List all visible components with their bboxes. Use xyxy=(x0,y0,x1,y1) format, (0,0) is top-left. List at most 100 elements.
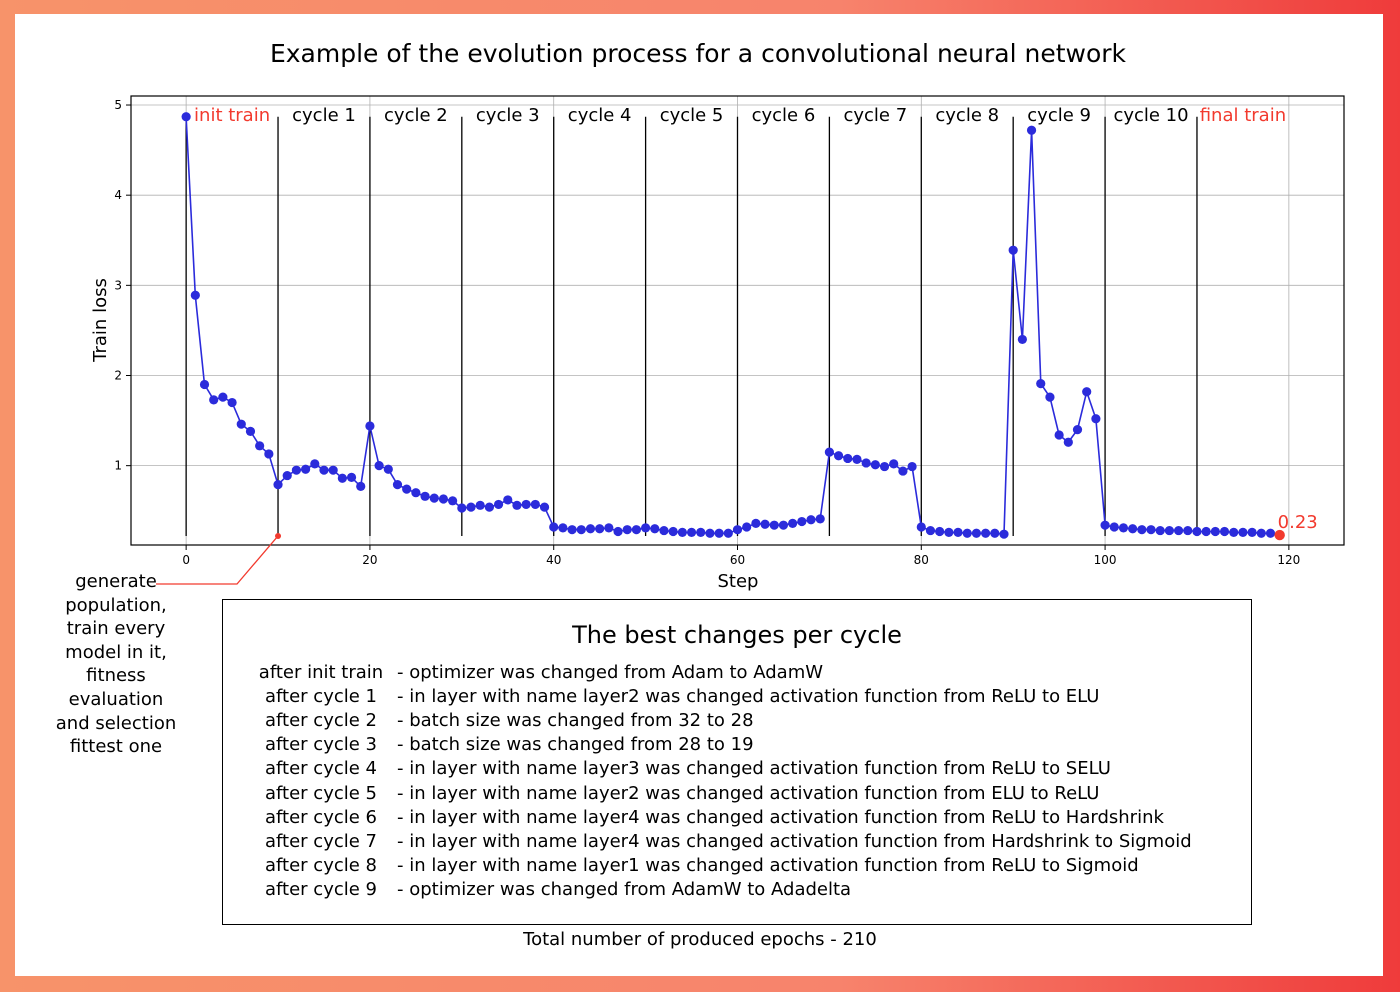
loss-point xyxy=(925,525,936,536)
change-row: after cycle 5 - in layer with name layer2… xyxy=(223,783,1251,807)
loss-point xyxy=(742,522,752,532)
loss-point xyxy=(824,447,834,457)
loss-point xyxy=(944,527,954,537)
annotation-line: and selection xyxy=(55,712,177,734)
loss-point xyxy=(870,460,880,470)
loss-point xyxy=(576,525,586,535)
loss-point xyxy=(1256,528,1266,538)
loss-point xyxy=(1247,527,1257,537)
loss-point xyxy=(236,419,246,429)
loss-point xyxy=(843,453,853,464)
loss-point xyxy=(1128,524,1138,534)
change-when: after cycle 7 xyxy=(265,830,377,852)
loss-point xyxy=(567,525,577,535)
loss-point xyxy=(641,523,651,533)
annotation-connector xyxy=(156,532,282,585)
loss-point xyxy=(788,518,798,528)
loss-point xyxy=(282,470,292,481)
change-when: after cycle 3 xyxy=(265,734,377,756)
x-tick-label: 60 xyxy=(730,553,745,567)
loss-point xyxy=(291,465,302,475)
loss-point xyxy=(1008,245,1018,255)
loss-point xyxy=(558,523,568,533)
loss-point xyxy=(595,524,605,534)
loss-point xyxy=(319,465,329,475)
y-axis-label: Train loss xyxy=(90,278,111,363)
change-row: after cycle 7 - in layer with name layer4… xyxy=(223,831,1251,855)
loss-point xyxy=(199,379,210,390)
loss-point xyxy=(346,472,357,482)
loss-point xyxy=(438,494,449,504)
loss-point xyxy=(833,451,844,461)
loss-point xyxy=(806,515,816,525)
loss-point xyxy=(879,461,890,472)
loss-point xyxy=(861,458,871,468)
loss-point xyxy=(723,528,733,538)
loss-point xyxy=(466,502,476,512)
loss-point xyxy=(209,395,219,405)
change-when: after init train xyxy=(258,662,384,683)
loss-point xyxy=(383,464,393,474)
loss-point xyxy=(521,499,531,510)
loss-point xyxy=(999,529,1009,539)
annotation-line: population, xyxy=(65,594,167,616)
loss-point xyxy=(1183,525,1193,536)
loss-point xyxy=(356,481,366,491)
loss-point xyxy=(1137,525,1147,535)
loss-point xyxy=(668,526,678,537)
y-tick-label: 5 xyxy=(114,98,122,112)
loss-line xyxy=(185,116,1280,536)
change-description: - in layer with name layer3 was changed … xyxy=(397,758,1111,780)
loss-point xyxy=(990,528,1000,538)
loss-point xyxy=(273,479,283,490)
loss-point xyxy=(1118,523,1129,533)
loss-point xyxy=(1201,526,1211,537)
cycle-label: cycle 6 xyxy=(752,105,816,126)
loss-point xyxy=(503,495,513,505)
change-when: after cycle 4 xyxy=(265,758,377,780)
change-row: after cycle 2 - batch size was changed fr… xyxy=(223,710,1251,734)
x-tick-label: 40 xyxy=(546,553,561,567)
loss-point xyxy=(1063,437,1073,447)
axis-ticks: 1 2 3 4 5 0 20 40 60 80 100 120 xyxy=(114,98,1300,567)
change-row: after cycle 4 - in layer with name layer3… xyxy=(223,758,1251,782)
x-tick-label: 0 xyxy=(182,553,190,567)
loss-point xyxy=(815,514,825,524)
loss-point xyxy=(475,500,485,510)
loss-point xyxy=(696,527,706,537)
cycle-label: cycle 7 xyxy=(843,105,907,126)
loss-point xyxy=(300,464,311,474)
cycle-labels: init train cycle 1 cycle 2 cycle 3 cycle 4 cy… xyxy=(194,105,1286,126)
loss-point xyxy=(705,528,715,538)
loss-point xyxy=(429,493,439,503)
loss-point xyxy=(457,503,467,513)
change-when: after cycle 8 xyxy=(265,854,377,876)
loss-point xyxy=(613,526,623,537)
annotation-line: model in it, xyxy=(65,641,167,663)
change-description: - optimizer was changed from Adam to Ada… xyxy=(397,662,824,683)
x-tick-label: 80 xyxy=(914,553,929,567)
annotation-line: evaluation xyxy=(68,688,164,710)
change-when: after cycle 2 xyxy=(265,710,377,732)
total-epochs-footer: Total number of produced epochs - 210 xyxy=(523,929,877,950)
loss-point xyxy=(971,528,982,538)
loss-point xyxy=(953,527,963,537)
loss-point xyxy=(852,454,862,464)
cycle-label: cycle 2 xyxy=(384,105,448,126)
annotation-line: generate xyxy=(75,571,157,592)
y-tick-label: 1 xyxy=(114,459,122,473)
loss-point xyxy=(181,112,191,122)
change-description: - in layer with name layer2 was changed … xyxy=(397,686,1100,708)
cycle-label: cycle 9 xyxy=(1027,105,1091,126)
loss-point xyxy=(686,527,697,537)
loss-point xyxy=(512,500,522,510)
loss-point xyxy=(631,525,642,535)
loss-point xyxy=(420,491,430,501)
loss-point xyxy=(659,525,669,536)
cycle-label: cycle 8 xyxy=(935,105,999,126)
loss-point xyxy=(935,526,945,537)
annotation-line: fittest one xyxy=(69,736,163,758)
cycle-boundaries xyxy=(185,116,1198,536)
loss-point xyxy=(1219,526,1230,537)
